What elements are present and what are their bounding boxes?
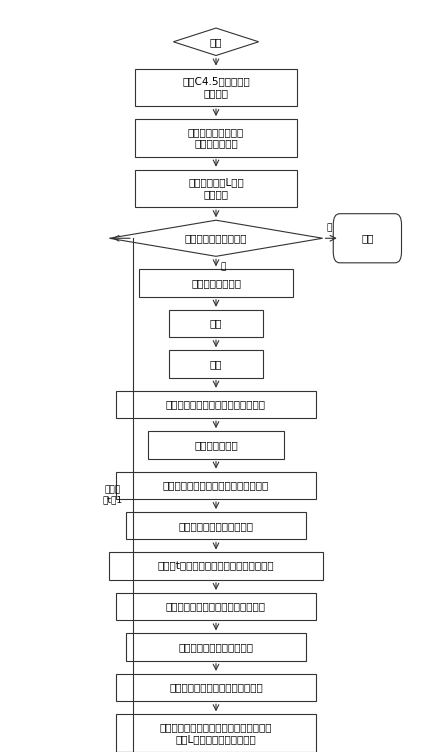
FancyBboxPatch shape — [116, 714, 316, 752]
FancyBboxPatch shape — [127, 633, 305, 661]
Text: 是否达到最终进化代数: 是否达到最终进化代数 — [185, 233, 247, 243]
Text: 结束: 结束 — [361, 233, 374, 243]
FancyBboxPatch shape — [116, 593, 316, 620]
FancyBboxPatch shape — [116, 472, 316, 499]
Text: 交叉: 交叉 — [210, 319, 222, 329]
FancyBboxPatch shape — [109, 553, 323, 580]
Text: 二进制锦标赛选择: 二进制锦标赛选择 — [191, 278, 241, 288]
Text: 染色体反编码为对应的模糊分类模型: 染色体反编码为对应的模糊分类模型 — [166, 602, 266, 611]
Text: 变异: 变异 — [210, 359, 222, 369]
FancyBboxPatch shape — [333, 214, 401, 262]
Polygon shape — [109, 220, 323, 256]
FancyBboxPatch shape — [116, 674, 316, 702]
FancyBboxPatch shape — [116, 391, 316, 418]
Text: 染色体反编码为对应的模糊分类模型: 染色体反编码为对应的模糊分类模型 — [166, 399, 266, 409]
Text: 开始: 开始 — [210, 37, 222, 47]
FancyBboxPatch shape — [169, 350, 263, 378]
FancyBboxPatch shape — [135, 119, 297, 156]
FancyBboxPatch shape — [135, 170, 297, 208]
Text: 生成个体数为L的初
始代种群: 生成个体数为L的初 始代种群 — [188, 177, 244, 199]
Polygon shape — [173, 28, 259, 56]
FancyBboxPatch shape — [135, 68, 297, 106]
Text: 否: 否 — [220, 262, 226, 271]
Text: 采用比较运算符对适应度函数进行排序，
取前L个个体作为下一代种群: 采用比较运算符对适应度函数进行排序， 取前L个个体作为下一代种群 — [160, 722, 272, 744]
Text: 初始决策树转化为初
始模糊分类模型: 初始决策树转化为初 始模糊分类模型 — [188, 127, 244, 149]
FancyBboxPatch shape — [148, 431, 284, 459]
Text: 进行非支配水平排序和密集度评估: 进行非支配水平排序和密集度评估 — [169, 683, 263, 693]
Text: 遗传操作完成得到子代种群: 遗传操作完成得到子代种群 — [178, 520, 254, 531]
Text: 迭代次
数t加1: 迭代次 数t加1 — [102, 485, 122, 505]
Text: 计算适应度函数: 计算适应度函数 — [194, 440, 238, 450]
Text: 是: 是 — [327, 223, 332, 232]
FancyBboxPatch shape — [127, 512, 305, 539]
FancyBboxPatch shape — [169, 310, 263, 337]
Text: 留下准确性最高的两条染色体作为子代: 留下准确性最高的两条染色体作为子代 — [163, 481, 269, 490]
Text: 计算每个模型的适应度函数: 计算每个模型的适应度函数 — [178, 642, 254, 652]
Text: 利用C4.5算法产生初
始决策树: 利用C4.5算法产生初 始决策树 — [182, 77, 250, 98]
Text: 混合第t代种群和遗传操作生成的子代种群: 混合第t代种群和遗传操作生成的子代种群 — [158, 561, 274, 572]
FancyBboxPatch shape — [139, 269, 293, 297]
